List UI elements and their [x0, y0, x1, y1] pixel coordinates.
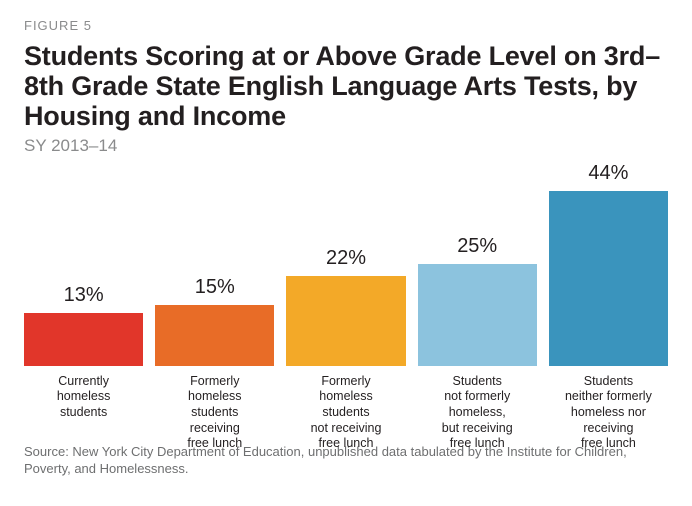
bar: [549, 191, 668, 366]
figure-label: FIGURE 5: [24, 18, 668, 33]
bar-category-label: Currently homeless students: [57, 374, 111, 438]
bar: [24, 313, 143, 366]
bar-column: 25% Students not formerly homeless, but r…: [418, 162, 537, 438]
figure-container: FIGURE 5 Students Scoring at or Above Gr…: [0, 0, 692, 491]
bar-column: 44% Students neither formerly homeless no…: [549, 162, 668, 438]
bar-value-label: 13%: [64, 284, 104, 307]
bar-value-label: 25%: [457, 235, 497, 258]
bar-category-label: Formerly homeless students receiving fre…: [187, 374, 242, 438]
bar-chart: 13% Currently homeless students 15% Formerl…: [24, 162, 668, 438]
chart-subtitle: SY 2013–14: [24, 136, 668, 156]
bar-column: 13% Currently homeless students: [24, 162, 143, 438]
chart-title: Students Scoring at or Above Grade Level…: [24, 41, 668, 132]
bar-column: 15% Formerly homeless students receiving …: [155, 162, 274, 438]
bar-category-label: Students not formerly homeless, but rece…: [442, 374, 513, 438]
bar-value-label: 44%: [588, 162, 628, 185]
bar-value-label: 22%: [326, 247, 366, 270]
bar-value-label: 15%: [195, 276, 235, 299]
bar-category-label: Formerly homeless students not receiving…: [311, 374, 382, 438]
bar: [418, 264, 537, 366]
bar: [286, 276, 405, 366]
bar-category-label: Students neither formerly homeless nor r…: [565, 374, 652, 438]
bar: [155, 305, 274, 366]
bar-column: 22% Formerly homeless students not receiv…: [286, 162, 405, 438]
